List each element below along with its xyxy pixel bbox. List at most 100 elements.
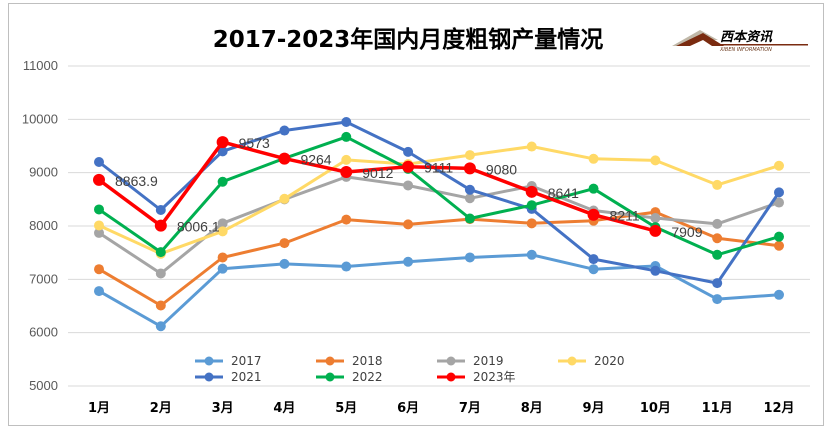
data-label: 8211: [610, 208, 640, 224]
data-label: 9080: [486, 161, 517, 177]
logo-subtitle: XIBEN INFORMATION: [719, 47, 772, 53]
legend-label: 2021: [231, 370, 262, 384]
legend-swatch-marker: [446, 372, 456, 382]
data-point: [650, 265, 661, 276]
data-point: [94, 204, 104, 215]
data-point: [526, 141, 537, 152]
data-point: [774, 289, 784, 300]
y-tick-label: 11000: [23, 58, 58, 73]
legend-label: 2020: [594, 354, 625, 368]
legend-swatch-marker: [567, 356, 577, 366]
data-point: [279, 258, 290, 269]
legend-entry: 2020: [558, 354, 625, 368]
legend-entry: 2023年: [437, 370, 516, 384]
x-tick-label: 7月: [459, 401, 481, 416]
x-tick-label: 4月: [273, 401, 295, 416]
y-tick-label: 6000: [29, 325, 58, 340]
data-point: [341, 214, 352, 225]
y-tick-label: 10000: [22, 111, 58, 126]
data-point: [155, 247, 166, 258]
data-point: [649, 224, 662, 237]
data-point: [341, 154, 352, 165]
data-point: [712, 218, 723, 229]
data-point: [588, 183, 599, 194]
y-tick-label: 8000: [29, 218, 58, 233]
data-point: [94, 220, 104, 231]
gridlines: [68, 65, 810, 387]
legend-swatch-marker: [325, 372, 335, 382]
data-label: 9264: [300, 152, 331, 168]
data-point: [774, 240, 784, 251]
data-label: 9573: [239, 135, 270, 151]
data-point: [464, 184, 475, 195]
series-line: [97, 140, 656, 233]
y-tick-label: 7000: [29, 271, 58, 286]
data-label: 8006.1: [177, 219, 220, 235]
data-point: [712, 233, 723, 244]
data-point: [526, 200, 537, 211]
y-tick-label: 5000: [29, 378, 58, 393]
data-point: [217, 146, 228, 157]
data-point: [402, 160, 415, 173]
data-point: [587, 208, 600, 221]
logo-divider: [718, 44, 808, 46]
data-point: [464, 252, 475, 263]
data-point: [279, 125, 290, 136]
legend-label: 2019: [473, 354, 504, 368]
data-point: [403, 256, 414, 267]
series-lines: [93, 117, 784, 332]
data-point: [279, 193, 290, 204]
legend-swatch-marker: [204, 372, 214, 382]
data-point: [154, 219, 167, 232]
data-point: [217, 263, 228, 274]
data-label: 9111: [424, 160, 453, 176]
data-point: [341, 117, 352, 127]
data-label: 8641: [548, 185, 579, 201]
legend-entry: 2022: [316, 370, 383, 384]
x-tick-label: 3月: [212, 401, 234, 416]
logo-roof-shadow-icon: [676, 33, 724, 46]
data-label: 9012: [362, 165, 393, 181]
data-point: [403, 180, 414, 191]
data-point: [650, 155, 661, 166]
data-point: [155, 321, 166, 332]
data-point: [279, 238, 290, 249]
x-tick-label: 10月: [640, 401, 671, 416]
x-tick-label: 12月: [763, 401, 794, 416]
data-point: [525, 185, 538, 198]
x-tick-label: 2月: [150, 401, 172, 416]
x-tick-label: 6月: [397, 401, 419, 416]
data-point: [650, 213, 661, 223]
y-axis-ticks: 5000 6000 7000 8000 9000 10000 11000: [22, 58, 58, 393]
data-point: [94, 264, 104, 275]
data-point: [94, 157, 104, 167]
series-line: [98, 120, 781, 285]
data-point: [278, 152, 291, 165]
data-point: [712, 278, 723, 289]
legend: 2017 2018 2019 2020 2021 2022 2023年: [195, 354, 625, 384]
data-point: [217, 218, 228, 229]
x-tick-label: 1月: [88, 401, 110, 416]
legend-label: 2017: [231, 354, 262, 368]
chart-title: 2017-2023年国内月度粗钢产量情况: [213, 26, 604, 53]
data-point: [216, 136, 229, 149]
x-tick-label: 11月: [702, 401, 733, 416]
data-point: [340, 166, 353, 179]
data-point: [464, 193, 475, 204]
logo-name: 西本资讯: [720, 29, 773, 45]
legend-entry: 2017: [195, 354, 262, 368]
legend-label: 2023年: [473, 370, 516, 384]
data-point: [155, 268, 166, 279]
legend-swatch-marker: [204, 356, 214, 366]
data-point: [403, 219, 414, 230]
data-point: [403, 146, 414, 157]
data-point: [712, 294, 723, 305]
data-label: 7909: [671, 224, 702, 240]
series-2023年: [93, 136, 662, 237]
legend-swatch-marker: [446, 356, 456, 366]
series-line: [98, 210, 780, 307]
data-point: [774, 197, 784, 208]
data-labels: 8863.9 8006.1 9573 9264 9012 9111 9080 8641 8211…: [115, 135, 703, 240]
data-point: [217, 226, 228, 237]
